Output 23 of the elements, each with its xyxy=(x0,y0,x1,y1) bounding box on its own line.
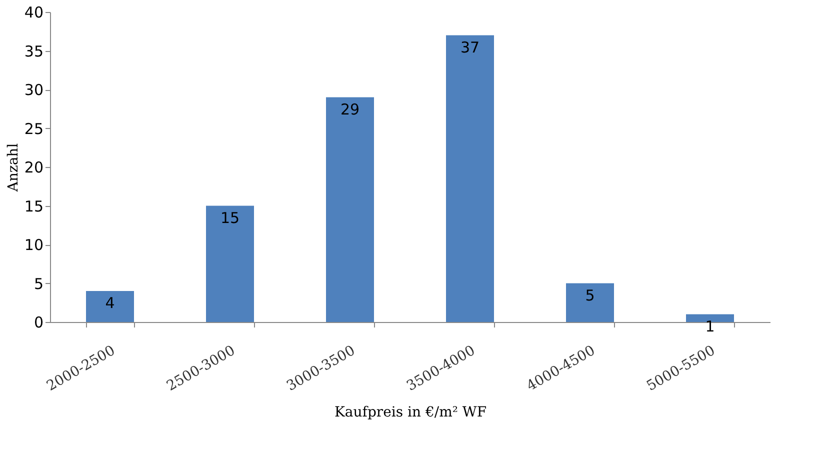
bar xyxy=(446,35,494,322)
data-label: 29 xyxy=(340,100,360,118)
bar xyxy=(326,97,374,322)
y-tick-label: 25 xyxy=(24,120,44,138)
data-label: 4 xyxy=(105,294,115,312)
bar xyxy=(86,291,134,322)
bar xyxy=(686,314,734,322)
y-tick-label: 35 xyxy=(24,42,44,60)
y-tick-label: 5 xyxy=(34,274,44,293)
data-label: 15 xyxy=(220,208,240,227)
x-axis-title: Kaufpreis in €/m² WF xyxy=(334,404,487,421)
y-tick-label: 20 xyxy=(24,158,44,176)
y-tick-label: 10 xyxy=(24,236,44,254)
data-label: 37 xyxy=(460,38,480,56)
y-axis-title: Anzahl xyxy=(5,142,22,193)
y-tick-label: 15 xyxy=(24,197,44,216)
data-label: 5 xyxy=(585,286,595,304)
y-tick-label: 0 xyxy=(34,314,44,332)
bar xyxy=(206,206,254,322)
data-label: 1 xyxy=(705,317,715,336)
y-tick-label: 40 xyxy=(24,4,44,22)
y-tick-label: 30 xyxy=(24,81,44,99)
bar xyxy=(566,283,614,322)
